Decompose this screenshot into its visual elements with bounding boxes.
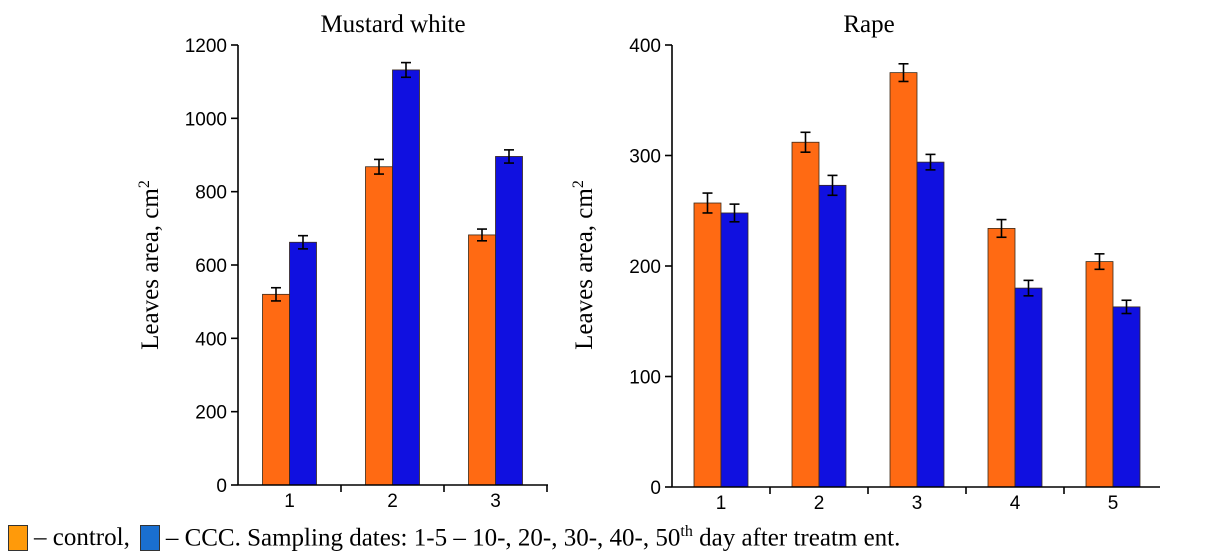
x-tick-label-3: 3 — [912, 493, 923, 514]
bar-ccc-4 — [1014, 287, 1043, 488]
legend-swatch-control — [8, 525, 28, 551]
bar-ccc-2 — [392, 69, 420, 486]
y-tick-label-0: 0 — [650, 478, 661, 499]
mustard-white-panel: Mustard white Leaves area, cm2 0 200 400 60… — [136, 11, 548, 512]
y-tick-label-800: 800 — [195, 183, 227, 204]
error-bar-ccc-2 — [827, 174, 838, 197]
x-tick-label-1: 1 — [716, 493, 727, 514]
error-bar-control-1 — [702, 192, 713, 214]
error-bar-ccc-1 — [729, 203, 740, 223]
chart-title-rape: Rape — [843, 11, 894, 38]
error-bar-ccc-3 — [504, 149, 514, 164]
error-bar-ccc-5 — [1121, 299, 1132, 315]
y-tick-label-200: 200 — [195, 403, 227, 424]
y-tick-label-200: 200 — [629, 257, 661, 278]
error-bar-control-5 — [1094, 253, 1105, 271]
x-tick-label-2: 2 — [387, 491, 398, 512]
bar-control-5 — [1085, 261, 1114, 488]
error-bar-control-4 — [996, 218, 1007, 239]
bar-control-3 — [889, 72, 918, 488]
y-tick-label-1000: 1000 — [185, 109, 227, 130]
error-bar-ccc-4 — [1023, 279, 1034, 297]
bar-control-3 — [468, 234, 496, 486]
mustard-white-marks: 0 200 400 600 800 1000 1200 1 2 3 — [185, 36, 548, 512]
rape-panel: Rape Leaves area, cm2 0 100 200 300 400 1 2 3 4 5 — [570, 11, 1160, 514]
y-tick-label-300: 300 — [629, 147, 661, 168]
bar-control-1 — [693, 202, 722, 488]
y-axis-label-rape: Leaves area, cm2 — [570, 180, 598, 350]
bar-control-2 — [365, 166, 393, 486]
y-tick-label-400: 400 — [629, 36, 661, 57]
error-bar-control-2 — [800, 131, 811, 153]
y-tick-label-100: 100 — [629, 368, 661, 389]
bar-ccc-1 — [289, 241, 317, 486]
legend-label-ccc: – CCC. Sampling dates: 1-5 – 10-, 20-, 3… — [165, 523, 901, 552]
bar-ccc-3 — [916, 161, 945, 488]
error-bar-control-3 — [898, 62, 909, 83]
bar-ccc-3 — [495, 156, 523, 486]
y-tick-label-400: 400 — [195, 329, 227, 350]
error-bar-control-1 — [271, 286, 281, 302]
bar-control-1 — [262, 293, 290, 486]
y-tick-label-0: 0 — [216, 476, 227, 497]
legend-label-control: – control, — [34, 524, 130, 551]
legend-swatch-ccc — [139, 525, 160, 551]
error-bar-control-2 — [374, 158, 384, 175]
error-bar-ccc-3 — [925, 153, 936, 171]
rape-marks: 0 100 200 300 400 1 2 3 4 5 — [629, 36, 1160, 514]
x-tick-label-4: 4 — [1010, 493, 1021, 514]
error-bar-ccc-1 — [298, 234, 308, 250]
x-tick-label-3: 3 — [490, 491, 501, 512]
bar-ccc-1 — [720, 212, 749, 488]
error-bar-control-3 — [477, 228, 487, 242]
y-axis-label-mustard-white: Leaves area, cm2 — [136, 180, 164, 350]
bar-ccc-5 — [1112, 306, 1141, 488]
x-tick-label-1: 1 — [284, 491, 295, 512]
bar-control-4 — [987, 228, 1016, 488]
chart-title-mustard-white: Mustard white — [320, 11, 465, 38]
y-tick-label-1200: 1200 — [185, 36, 227, 57]
y-tick-label-600: 600 — [195, 256, 227, 277]
bar-ccc-2 — [818, 184, 847, 488]
legend: – control, – CCC. Sampling dates: 1-5 – … — [8, 520, 900, 556]
error-bar-ccc-2 — [401, 61, 411, 79]
x-tick-label-5: 5 — [1108, 493, 1119, 514]
x-tick-label-2: 2 — [814, 493, 825, 514]
bar-control-2 — [791, 141, 820, 488]
